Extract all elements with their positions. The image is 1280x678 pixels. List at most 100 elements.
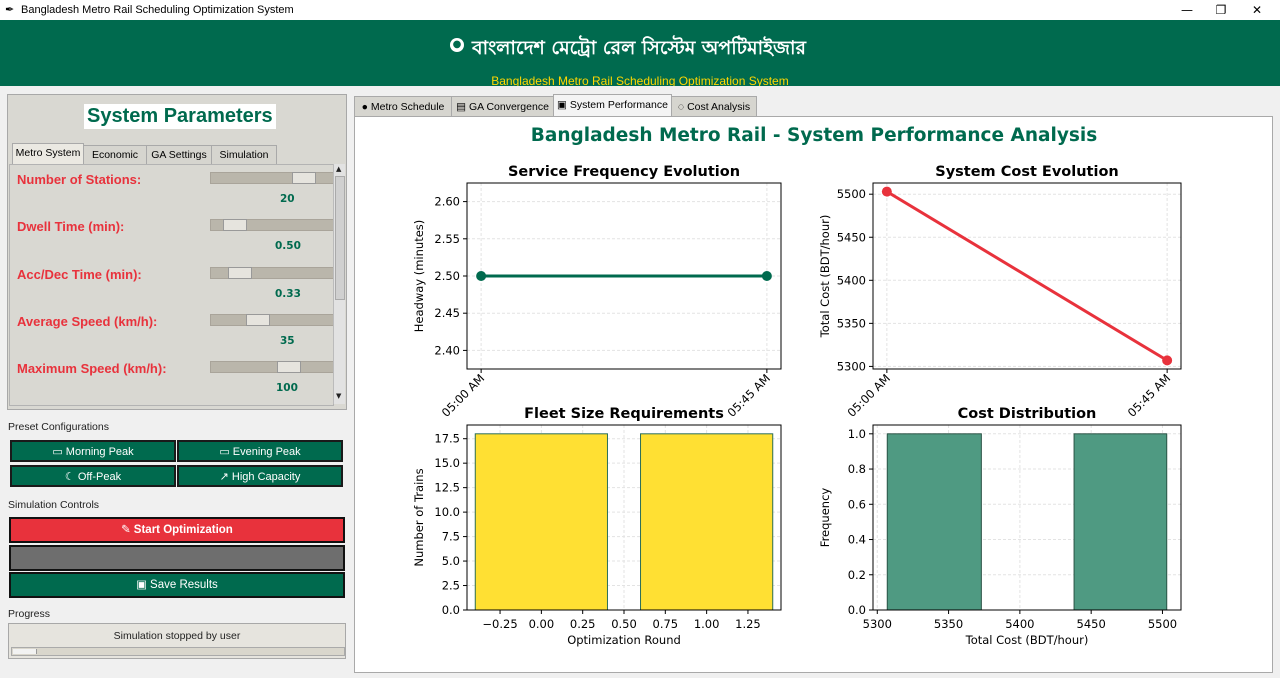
preset-heading: Preset Configurations [8,421,109,433]
stop-simulation-button[interactable] [9,545,345,571]
x-tick-label-2-5: 1.00 [694,617,720,631]
y-tick-label-2-5: 12.5 [434,481,460,495]
feather-icon: ✒ [5,3,15,16]
x-tick-label-3-0: 5300 [863,617,892,631]
x-tick-label-3-1: 5350 [934,617,963,631]
sunset-icon: ▭ [219,446,230,458]
y-tick-label-0-3: 2.55 [434,232,460,246]
series-line-1 [886,190,1168,362]
banner-subtitle: Bangladesh Metro Rail Scheduling Optimiz… [491,74,789,86]
scroll-thumb[interactable] [335,176,345,300]
x-tick-label-2-3: 0.50 [611,617,637,631]
histogram-bar-1 [1073,433,1168,611]
dwell-slider[interactable] [210,219,333,231]
x-tick-label-2-0: −0.25 [482,617,517,631]
y-tick-label-1-2: 5400 [837,273,866,287]
parameter-scrollbar[interactable]: ▲ ▼ [333,164,345,404]
plot-border-0 [466,182,782,370]
banner-title: বাংলাদেশ মেট্রো রেল সিস্টেম অপটিমাইজার [472,37,806,59]
evening-peak-button[interactable]: ▭ Evening Peak [177,440,343,462]
y-tick-label-1-4: 5500 [837,187,866,201]
y-tick-label-3-0: 0.0 [848,603,866,617]
y-tick-label-3-1: 0.2 [848,568,866,582]
close-button[interactable]: ✕ [1251,3,1263,17]
minimize-button[interactable]: — [1181,3,1193,17]
tab-label: GA Convergence [468,101,549,113]
progress-bar [11,647,345,656]
button-label: Save Results [150,579,218,591]
chart-title-3: Cost Distribution [958,406,1097,422]
y-tick-label-0-2: 2.50 [434,269,460,283]
tab-cost-analysis[interactable]: ◌ Cost Analysis [671,96,757,117]
x-tick-label-2-1: 0.00 [529,617,555,631]
start-optimization-button[interactable]: ✎ Start Optimization [9,517,345,543]
progress-heading: Progress [8,608,51,620]
scroll-up-icon[interactable]: ▲ [336,165,342,173]
y-tick-label-2-0: 0.0 [442,603,460,617]
button-label: High Capacity [231,471,301,483]
performance-chart-area: Bangladesh Metro Rail - System Performan… [354,116,1273,673]
data-point-0-1 [761,271,772,281]
save-results-button[interactable]: ▣ Save Results [9,572,345,598]
parameter-list: Number of Stations: 20 Dwell Time (min):… [9,164,334,406]
tab-economic[interactable]: Economic [83,145,147,164]
moon-icon: ☾ [64,471,75,483]
x-tick-label-3-4: 5500 [1148,617,1177,631]
stations-slider[interactable] [210,172,333,184]
y-tick-label-2-1: 2.5 [442,579,460,593]
tab-label: System Performance [569,99,668,111]
button-label: Off-Peak [77,471,122,483]
plot-border-2 [466,424,782,611]
data-point-1-1 [1162,355,1173,366]
y-tick-label-3-5: 1.0 [848,427,866,441]
y-tick-label-1-1: 5350 [837,316,866,330]
morning-peak-button[interactable]: ▭ Morning Peak [10,440,176,462]
maximize-button[interactable]: ❐ [1215,3,1227,17]
progress-status: Simulation stopped by user [113,630,241,642]
x-tick-label-1-1: 05:45 AM [1125,371,1174,420]
window-titlebar: ✒ Bangladesh Metro Rail Scheduling Optim… [0,0,1280,20]
tab-ga-convergence[interactable]: ▤ GA Convergence [451,96,554,117]
avg-speed-value: 35 [280,335,295,347]
accdec-slider[interactable] [210,267,333,279]
histogram-bar-0 [886,433,982,611]
data-point-0-0 [476,271,487,281]
high-capacity-button[interactable]: ↗ High Capacity [177,465,343,487]
param-label-dwell: Dwell Time (min): [17,219,125,234]
y-axis-label-3: Frequency [818,488,832,548]
tab-label: Metro Schedule [370,101,445,113]
slider-thumb[interactable] [246,314,270,326]
button-label: Start Optimization [133,524,233,536]
slider-thumb[interactable] [277,361,301,373]
y-tick-label-1-0: 5300 [837,359,866,373]
tab-simulation[interactable]: Simulation [211,145,277,164]
floppy-icon: ▣ [136,579,148,591]
scroll-down-icon[interactable]: ▼ [336,392,342,400]
y-tick-label-0-0: 2.40 [434,343,460,357]
tab-ga-settings[interactable]: GA Settings [146,145,212,164]
y-axis-label-1: Total Cost (BDT/hour) [818,215,832,339]
slider-thumb[interactable] [292,172,316,184]
y-tick-label-0-1: 2.45 [434,306,460,320]
dwell-value: 0.50 [275,240,301,252]
tab-metro-system[interactable]: Metro System [12,143,84,164]
slider-thumb[interactable] [223,219,247,231]
tab-metro-schedule[interactable]: ● Metro Schedule [354,96,452,117]
off-peak-button[interactable]: ☾ Off-Peak [10,465,176,487]
fleet-bar-0 [474,433,608,611]
y-tick-label-2-7: 17.5 [434,432,460,446]
avg-speed-slider[interactable] [210,314,333,326]
x-tick-label-2-4: 0.75 [653,617,679,631]
tab-system-performance[interactable]: ▣ System Performance [553,94,672,117]
x-tick-label-3-2: 5400 [1005,617,1034,631]
sunrise-icon: ▭ [52,446,63,458]
y-tick-label-2-6: 15.0 [434,456,460,470]
slider-thumb[interactable] [228,267,252,279]
plot-border-1 [872,182,1182,370]
max-speed-slider[interactable] [210,361,333,373]
chart-title-0: Service Frequency Evolution [508,164,740,180]
header-banner: ● বাংলাদেশ মেট্রো রেল সিস্টেম অপটিমাইজার… [0,20,1280,86]
x-tick-label-0-0: 05:00 AM [439,371,488,420]
y-axis-label-2: Number of Trains [412,468,426,566]
tab-label: Cost Analysis [687,101,751,113]
